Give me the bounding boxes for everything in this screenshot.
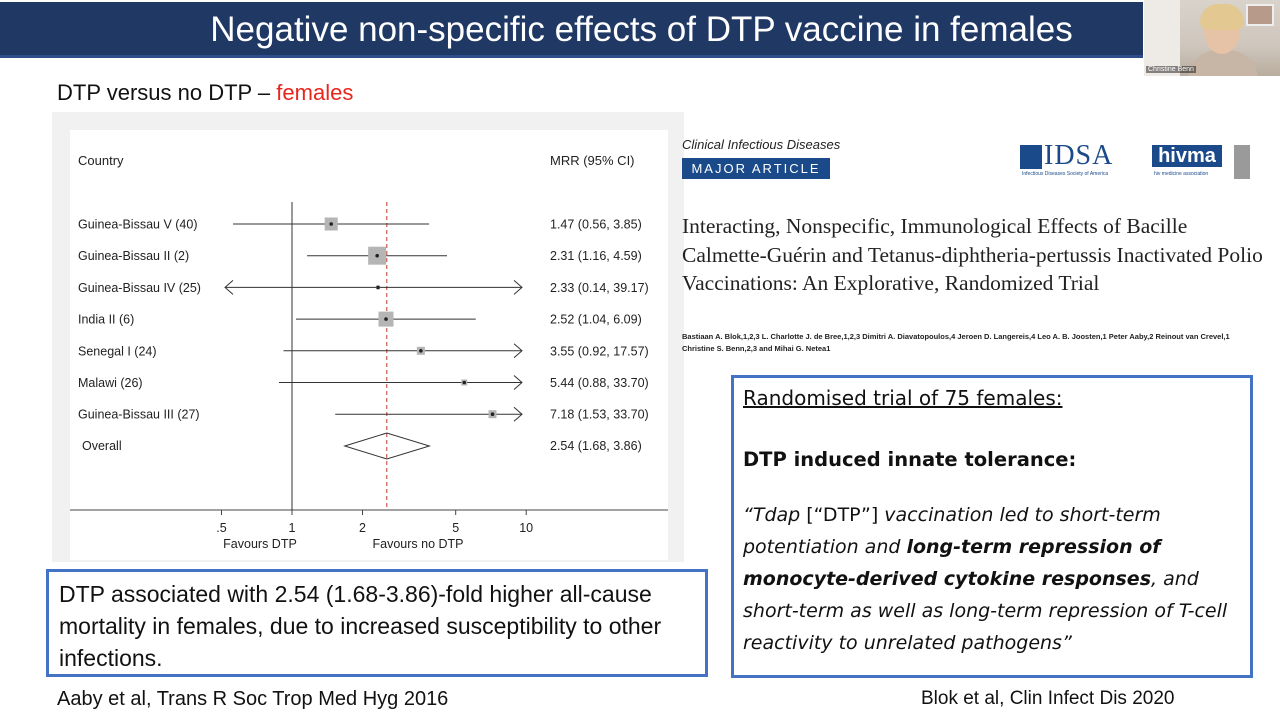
idsa-logo: IDSA Infectious Diseases Society of Amer… xyxy=(1020,140,1116,179)
reference-right: Blok et al, Clin Infect Dis 2020 xyxy=(921,688,1175,709)
quote-part-3: , and short-term as well as long-term re… xyxy=(743,568,1228,654)
reference-left: Aaby et al, Trans R Soc Trop Med Hyg 201… xyxy=(57,688,449,710)
forest-plot: Country MRR (95% CI) .5 1 2 5 10 Guinea-Bissa… xyxy=(70,130,668,560)
study-label: Guinea-Bissau IV (25) xyxy=(78,281,201,295)
ci-arrow-right xyxy=(513,343,523,359)
study-point xyxy=(490,412,495,417)
quote-part-1: “Tdap xyxy=(743,504,807,526)
article-authors: Bastiaan A. Blok,1,2,3 L. Charlotte J. d… xyxy=(682,332,1230,353)
x-tick-label: 10 xyxy=(519,521,533,535)
study-ci-text: 3.55 (0.92, 17.57) xyxy=(550,344,649,358)
study-point xyxy=(375,253,379,258)
study-point xyxy=(329,222,333,226)
idsa-logo-word: IDSA xyxy=(1044,140,1114,171)
hivma-logo: hivma hiv medicine association xyxy=(1152,145,1224,179)
hivma-logo-word: hivma xyxy=(1152,145,1222,167)
trial-bold-statement: DTP induced innate tolerance: xyxy=(743,448,1077,471)
hivma-logo-subtext: hiv medicine association xyxy=(1154,171,1209,177)
subtitle-prefix: DTP versus no DTP – xyxy=(57,80,277,105)
quote-part-2: vaccination led to short-term potentiati… xyxy=(743,504,1161,558)
mortality-summary-box: DTP associated with 2.54 (1.68-3.86)-fol… xyxy=(46,569,708,677)
header-mrr: MRR (95% CI) xyxy=(550,153,635,168)
article-title: Interacting, Nonspecific, Immunological … xyxy=(682,214,1263,295)
x-tick-label: 5 xyxy=(452,521,459,535)
subtitle-highlight: females xyxy=(276,80,354,105)
x-tick-label: 1 xyxy=(289,521,296,535)
article-header: Clinical Infectious Diseases MAJOR ARTIC… xyxy=(682,137,840,179)
quote-dtp: [“DTP”] xyxy=(806,504,879,526)
header-country: Country xyxy=(78,153,124,168)
overall-diamond xyxy=(343,432,432,460)
study-point xyxy=(376,285,380,290)
overall-label: Overall xyxy=(82,439,122,453)
overall-value: 2.54 (1.68, 3.86) xyxy=(550,439,642,453)
favours-dtp-caption: Favours DTP xyxy=(223,537,297,551)
slide-title-bar: Negative non-specific effects of DTP vac… xyxy=(0,2,1143,58)
study-label: India II (6) xyxy=(78,313,134,327)
ci-arrow-right xyxy=(513,280,523,295)
quote-bold: long-term repression of monocyte-derived… xyxy=(743,536,1161,590)
idsa-logo-mark xyxy=(1020,145,1042,169)
study-label: Guinea-Bissau III (27) xyxy=(78,408,200,422)
study-ci-text: 5.44 (0.88, 33.70) xyxy=(550,376,649,390)
speaker-hair xyxy=(1200,4,1244,30)
video-picture-frame xyxy=(1246,4,1274,26)
study-ci-text: 1.47 (0.56, 3.85) xyxy=(550,218,642,232)
speaker-video-thumbnail[interactable] xyxy=(1144,0,1280,76)
study-ci-text: 2.33 (0.14, 39.17) xyxy=(550,281,649,295)
study-label: Guinea-Bissau II (2) xyxy=(78,249,189,263)
study-ci-text: 2.52 (1.04, 6.09) xyxy=(550,313,642,327)
ci-arrow-right xyxy=(513,406,523,422)
major-article-badge: MAJOR ARTICLE xyxy=(682,158,830,179)
x-tick-label: 2 xyxy=(359,521,366,535)
journal-name: Clinical Infectious Diseases xyxy=(682,137,841,152)
favours-no-dtp-caption: Favours no DTP xyxy=(372,537,463,551)
study-label: Guinea-Bissau V (40) xyxy=(78,218,198,232)
study-label: Malawi (26) xyxy=(78,376,143,390)
study-label: Senegal I (24) xyxy=(78,344,157,358)
study-ci-text: 7.18 (1.53, 33.70) xyxy=(550,408,649,422)
trial-quote: “Tdap [“DTP”] vaccination led to short-t… xyxy=(743,499,1242,659)
trial-heading: Randomised trial of 75 females: xyxy=(743,386,1063,410)
study-ci-text: 2.31 (1.16, 4.59) xyxy=(550,249,642,263)
study-point xyxy=(384,317,388,321)
ci-arrow-left xyxy=(224,280,234,295)
slide-title: Negative non-specific effects of DTP vac… xyxy=(210,10,1073,49)
x-tick-label: .5 xyxy=(216,521,226,535)
video-background xyxy=(1144,0,1180,76)
ci-arrow-right xyxy=(513,375,523,390)
forest-plot-svg: Country MRR (95% CI) .5 1 2 5 10 Guinea-Bissa… xyxy=(70,153,668,551)
forest-marks: .5 1 2 5 10 Guinea-Bissau V (40) 1.47 (0.56, 3… xyxy=(78,202,649,535)
oxford-logo-bar xyxy=(1234,145,1250,179)
slide-subtitle: DTP versus no DTP – females xyxy=(57,80,353,106)
trial-summary-box: Randomised trial of 75 females: DTP indu… xyxy=(731,375,1253,678)
speaker-name-label: Christine Benn xyxy=(1146,66,1196,73)
study-point xyxy=(419,349,423,353)
study-point xyxy=(462,380,467,385)
idsa-logo-subtext: Infectious Diseases Society of America xyxy=(1022,171,1109,177)
